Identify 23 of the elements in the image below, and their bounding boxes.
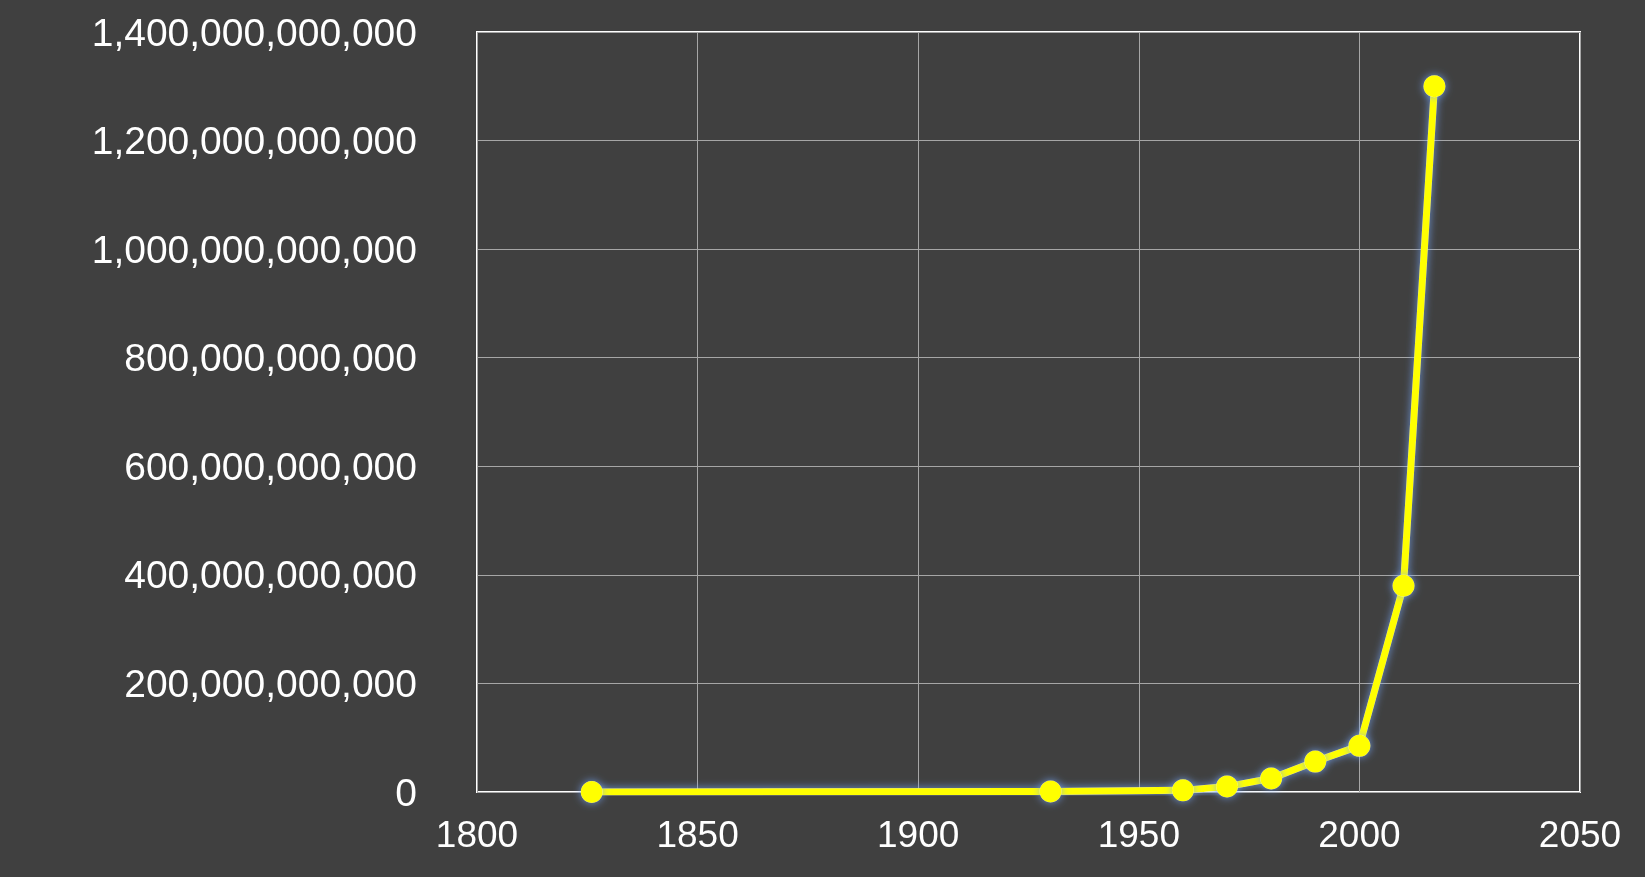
- point: [1304, 750, 1327, 773]
- point: [580, 781, 603, 803]
- y-tick-label: 1,200,000,000,000: [91, 119, 417, 163]
- point: [1348, 734, 1371, 757]
- x-tick-label: 1800: [435, 814, 519, 855]
- y-tick-label: 1,000,000,000,000: [91, 227, 417, 271]
- x-tick-label: 2050: [1538, 814, 1622, 855]
- y-tick-label: 800,000,000,000: [124, 336, 417, 380]
- point: [1392, 574, 1415, 597]
- point: [1171, 779, 1194, 802]
- y-tick-label: 0: [395, 770, 417, 814]
- y-tick-label: 400,000,000,000: [124, 553, 417, 597]
- x-tick-label: 1900: [877, 814, 960, 855]
- point: [1260, 767, 1283, 790]
- point: [1039, 780, 1062, 803]
- x-tick-label: 2000: [1318, 814, 1401, 855]
- point: [1423, 75, 1446, 98]
- x-tick-label: 1950: [1097, 814, 1180, 855]
- x-tick-label: 1850: [656, 814, 739, 855]
- y-tick-label: 600,000,000,000: [124, 444, 417, 488]
- y-tick-label: 200,000,000,000: [124, 661, 417, 705]
- point: [1216, 775, 1239, 798]
- y-tick-label: 1,400,000,000,000: [91, 10, 417, 54]
